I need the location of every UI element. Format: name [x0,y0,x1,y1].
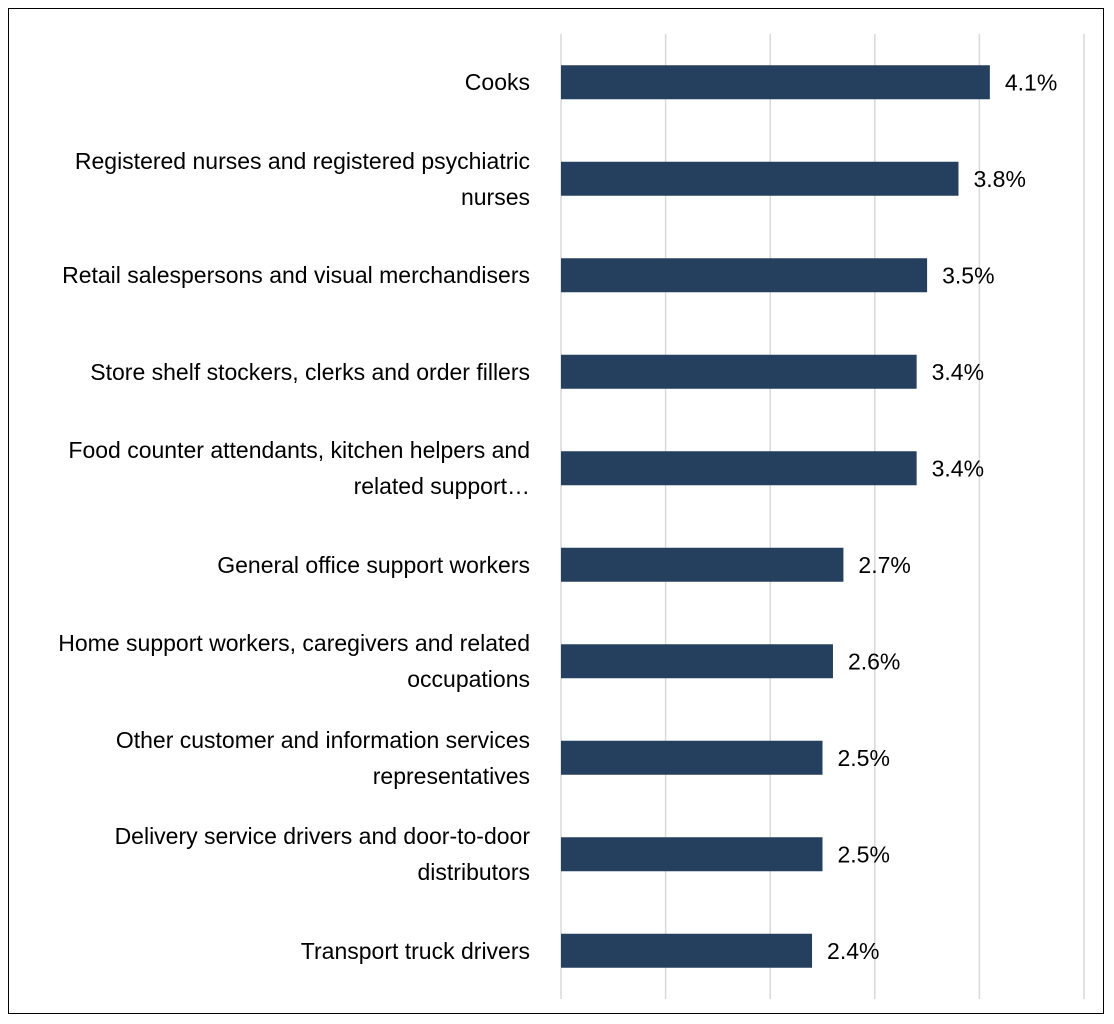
value-label: 3.4% [932,455,984,481]
bar [561,451,917,486]
value-label: 3.8% [973,166,1025,192]
bar [561,547,844,582]
value-label: 3.4% [932,359,984,385]
bar [561,258,928,293]
category-label: Home support workers, caregivers and rel… [58,630,530,693]
bar [561,161,959,196]
value-label: 2.5% [838,745,890,771]
value-label: 4.1% [1005,69,1057,95]
category-label: Transport truck drivers [300,937,530,964]
category-label: Store shelf stockers, clerks and order f… [90,358,530,385]
category-label: Retail salespersons and visual merchandi… [62,262,530,289]
category-label: Cooks [464,69,530,96]
bar [561,644,833,679]
value-label: 3.5% [942,262,994,288]
bar [561,837,823,872]
category-label: Registered nurses and registered psychia… [74,147,530,210]
value-label: 2.4% [827,938,879,964]
bar [561,354,917,389]
chart-frame [8,8,1104,1014]
bar [561,740,823,775]
value-label: 2.6% [848,648,900,674]
value-label: 2.7% [858,552,910,578]
value-label: 2.5% [838,841,890,867]
bar [561,65,990,100]
category-label: Food counter attendants, kitchen helpers… [68,437,530,500]
category-label: Delivery service drivers and door-to-doo… [114,823,530,886]
category-label: Other customer and information services … [115,726,530,789]
category-label: General office support workers [217,551,530,578]
bar [561,933,813,968]
